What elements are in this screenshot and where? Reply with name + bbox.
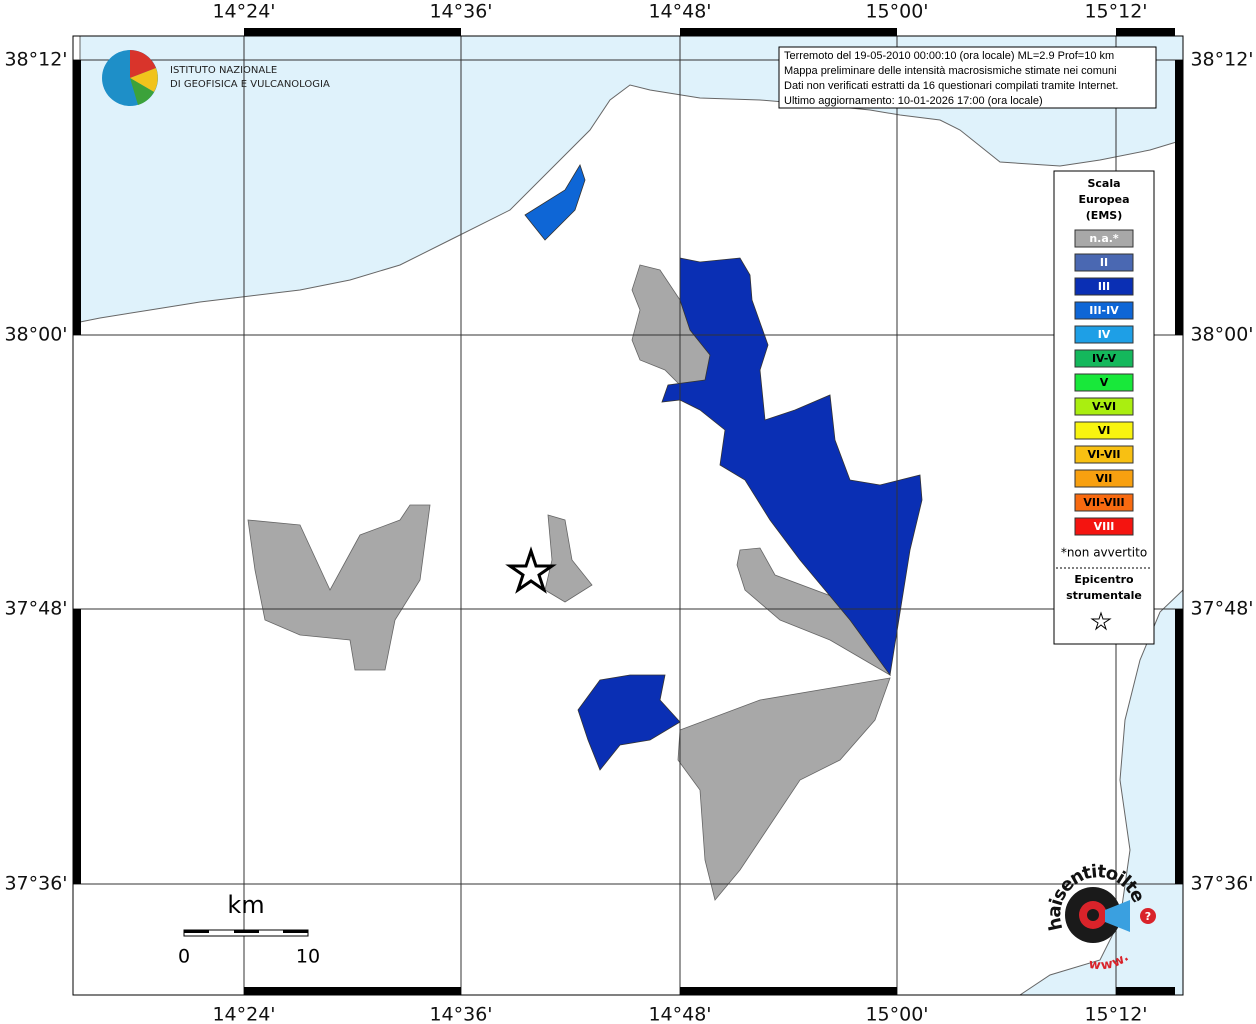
longitude-label: 14°36' [429, 1004, 492, 1024]
legend-swatch [1074, 445, 1134, 464]
info-line: Ultimo aggiornamento: 10-01-2026 17:00 (… [784, 95, 1043, 107]
legend-label: VI-VII [1087, 448, 1120, 461]
legend-swatch [1074, 301, 1134, 320]
info-line: Dati non verificati estratti da 16 quest… [784, 80, 1118, 92]
frame-bar [1175, 609, 1183, 884]
institute-line: ISTITUTO NAZIONALE [170, 65, 277, 76]
frame-bar [244, 28, 461, 36]
frame-bar [1116, 987, 1175, 995]
municipality [247, 504, 431, 671]
frame [72, 35, 1184, 996]
logo-mark: ? [1145, 910, 1151, 923]
municipality [524, 164, 586, 241]
legend-title: (EMS) [1086, 209, 1122, 222]
legend-label: VIII [1094, 520, 1115, 533]
longitude-label: 14°36' [429, 1, 492, 23]
legend-note: *non avvertito [1061, 546, 1147, 560]
legend-swatch [1074, 277, 1134, 296]
frame-bar [73, 609, 81, 884]
latitude-label: 37°36' [1190, 873, 1253, 895]
legend-label: III [1098, 280, 1110, 293]
legend-title: Europea [1078, 193, 1129, 206]
scale-bar: km 0 10 [178, 891, 320, 968]
ingv-logo: ISTITUTO NAZIONALE DI GEOFISICA E VULCAN… [102, 50, 330, 106]
legend-swatch [1074, 373, 1134, 392]
frame-bar [680, 987, 897, 995]
municipalities [247, 164, 923, 901]
legend-swatch [1074, 469, 1134, 488]
municipality [736, 547, 891, 677]
frame-bar [1116, 28, 1175, 36]
legend-label: VII-VIII [1083, 496, 1124, 509]
legend-label: V-VI [1092, 400, 1116, 413]
frame-bar [1175, 60, 1183, 335]
latitude-label: 37°36' [4, 873, 67, 895]
longitude-label: 15°12' [1084, 1004, 1147, 1024]
legend-swatch [1074, 229, 1134, 248]
legend-label: IV-V [1092, 352, 1117, 365]
legend-epicentre: Epicentro [1074, 573, 1134, 586]
frame-bar [244, 987, 461, 995]
logo-segment [130, 78, 154, 105]
longitude-label: 15°00' [865, 1, 928, 23]
municipality [577, 674, 681, 771]
institute-line: DI GEOFISICA E VULCANOLOGIA [170, 79, 330, 90]
legend-label: III-IV [1089, 304, 1119, 317]
legend-label: VII [1096, 472, 1113, 485]
legend-label: n.a.* [1089, 232, 1119, 245]
legend-label: IV [1098, 328, 1111, 341]
legend-star [1090, 611, 1112, 631]
longitude-label: 14°48' [648, 1, 711, 23]
logo-dot [1087, 909, 1099, 921]
legend-title: Scala [1087, 177, 1120, 190]
legend-swatch [1074, 325, 1134, 344]
scale-segment [234, 930, 259, 933]
latitude-label: 38°12' [4, 49, 67, 71]
scale-label: 10 [296, 946, 320, 968]
latitude-label: 38°00' [4, 324, 67, 346]
latitude-label: 38°00' [1190, 324, 1253, 346]
legend-label: VI [1098, 424, 1111, 437]
legend-swatch [1074, 397, 1134, 416]
municipality [661, 257, 923, 677]
info-box: Terremoto del 19-05-2010 00:00:10 (ora l… [778, 46, 1157, 109]
legend-swatch [1074, 349, 1134, 368]
info-line: Mappa preliminare delle intensità macros… [784, 65, 1117, 77]
legend-swatch [1074, 421, 1134, 440]
legend-swatch [1074, 253, 1134, 272]
latitude-label: 37°48' [4, 598, 67, 620]
longitude-label: 15°00' [865, 1004, 928, 1024]
scale-segment [283, 930, 308, 933]
info-line: Terremoto del 19-05-2010 00:00:10 (ora l… [784, 50, 1114, 62]
logo-segment [130, 50, 156, 78]
scale-unit: km [227, 891, 264, 919]
legend-epicentre: strumentale [1066, 589, 1142, 602]
scale-label: 0 [178, 946, 190, 968]
latitude-label: 37°48' [1190, 598, 1253, 620]
longitude-label: 14°48' [648, 1004, 711, 1024]
logo-segment [130, 68, 158, 92]
longitude-label: 14°24' [212, 1004, 275, 1024]
frame-bar [73, 60, 81, 335]
legend-label: V [1100, 376, 1109, 389]
frame-bar [680, 28, 897, 36]
frame-bars [73, 28, 1183, 995]
legend-swatch [1074, 493, 1134, 512]
legend: Scala Europea (EMS) *non avvertito Epice… [1053, 170, 1155, 645]
latitude-label: 38°12' [1190, 49, 1253, 71]
legend-label: II [1100, 256, 1108, 269]
scale-segment [184, 930, 209, 933]
epicentre-star [505, 546, 557, 594]
legend-swatch [1074, 517, 1134, 536]
logo-beam [1105, 900, 1130, 932]
longitude-label: 15°12' [1084, 1, 1147, 23]
municipality [677, 677, 891, 901]
logo-badge [1140, 908, 1156, 924]
info-frame [778, 46, 1157, 109]
longitude-label: 14°24' [212, 1, 275, 23]
